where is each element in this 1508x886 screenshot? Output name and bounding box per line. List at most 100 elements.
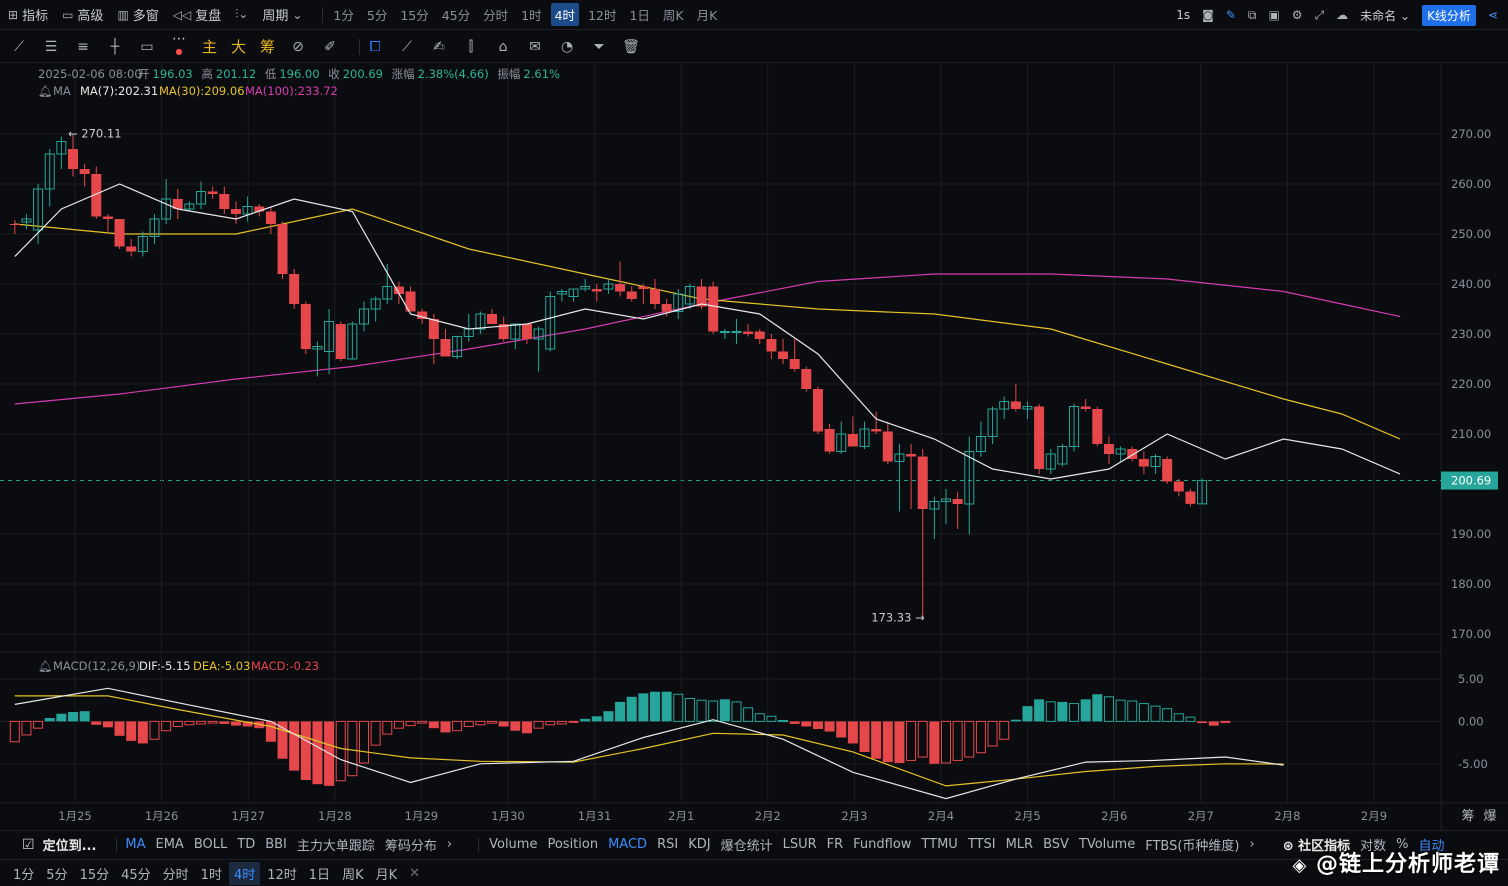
kline-analysis-button[interactable]: K线分析	[1422, 4, 1476, 26]
trendline-icon[interactable]: ⟋	[14, 38, 24, 55]
lock-icon[interactable]: ⌂	[498, 38, 508, 55]
chart-area[interactable]: 270.00 260.00 250.00 240.00 230.00 220.00 210.…	[0, 64, 1508, 830]
sub-indicator-12[interactable]: BSV	[1043, 837, 1069, 852]
kline-chart[interactable]: 270.00 260.00 250.00 240.00 230.00 220.00 210.…	[0, 64, 1508, 830]
timeframe-7[interactable]: 12时	[267, 867, 297, 883]
timeframe-4[interactable]: 分时	[162, 867, 189, 883]
interval-3[interactable]: 45分	[441, 8, 471, 23]
crosshair-line-icon[interactable]: ┼	[110, 38, 120, 55]
ruler-icon[interactable]: ⟋	[402, 38, 412, 55]
sub-indicator-13[interactable]: TVolume	[1078, 837, 1136, 852]
camera-icon[interactable]: ◙	[1202, 8, 1214, 22]
timeframe-2[interactable]: 15分	[79, 867, 110, 883]
macd-bar	[661, 691, 672, 722]
main-indicator-2[interactable]: BOLL	[193, 837, 228, 852]
liquidation-toggle[interactable]: 爆	[1483, 809, 1496, 824]
close-icon[interactable]: ✕	[409, 865, 421, 881]
note-icon[interactable]: ✉	[529, 38, 541, 55]
share-icon[interactable]: ⋖	[1487, 8, 1498, 22]
layout-name-dropdown[interactable]: 未命名 ⌄	[1360, 8, 1411, 23]
rectangle-icon[interactable]: ▭	[140, 38, 154, 55]
eraser-icon[interactable]: ✐	[324, 38, 336, 55]
chevron-right-icon[interactable]: ›	[1249, 837, 1255, 852]
interval-8[interactable]: 1日	[629, 8, 650, 23]
main-indicator-4[interactable]: BBI	[265, 837, 287, 852]
cloud-icon[interactable]: ☁	[1336, 8, 1349, 22]
timeframe-0[interactable]: 1分	[13, 867, 35, 883]
sub-indicator-8[interactable]: Fundflow	[853, 837, 912, 852]
timeframe-8[interactable]: 1日	[308, 867, 331, 883]
brush-icon[interactable]: ✍	[433, 38, 445, 55]
ma-bell-icon[interactable]: 🔔︎	[38, 84, 53, 98]
timeframe-5[interactable]: 1时	[200, 867, 222, 883]
popout-icon[interactable]: ⧉	[1247, 7, 1257, 22]
interval-4[interactable]: 分时	[483, 8, 509, 23]
replay-button[interactable]: ◁◁ 复盘	[172, 7, 222, 25]
advanced-button[interactable]: ▭ 高级	[62, 7, 104, 25]
sub-indicator-3[interactable]: RSI	[657, 837, 679, 852]
timeframe-3[interactable]: 45分	[121, 867, 151, 883]
macd-bar	[521, 721, 532, 734]
sub-indicator-11[interactable]: MLR	[1005, 837, 1034, 852]
locate-icon[interactable]: ☑	[22, 836, 35, 853]
main-indicator-0[interactable]: MA	[125, 837, 146, 852]
candle-tool-icon[interactable]: ⫿	[468, 38, 474, 55]
fullscreen-icon[interactable]: ⤢	[1314, 7, 1325, 22]
settings-icon[interactable]: ⚙	[1291, 8, 1303, 22]
interval-10[interactable]: 月K	[696, 8, 718, 23]
auto-scale-toggle[interactable]: 自动	[1418, 839, 1445, 854]
main-indicator-1[interactable]: EMA	[155, 837, 184, 852]
multi-window-button[interactable]: ▥ 多窗	[117, 7, 159, 25]
chart-style-icon[interactable]: ◔	[560, 38, 574, 55]
interval-6[interactable]: 4时	[550, 3, 580, 26]
sub-indicator-6[interactable]: LSUR	[782, 837, 817, 852]
interval-9[interactable]: 周K	[662, 8, 684, 23]
macd-bar	[1103, 696, 1114, 722]
fib-lines-icon[interactable]: ≡	[77, 38, 89, 55]
timeframe-10[interactable]: 月K	[375, 867, 398, 883]
main-indicator-6[interactable]: 筹码分布	[384, 839, 437, 854]
period-dropdown[interactable]: 周期 ⌄	[262, 7, 303, 25]
parallel-lines-icon[interactable]: ☰	[44, 38, 58, 55]
community-indicator-button[interactable]: ⊛ 社区指标	[1282, 839, 1351, 854]
interval-5[interactable]: 1时	[521, 8, 542, 23]
interval-1[interactable]: 5分	[366, 8, 388, 23]
trash-icon[interactable]: 🗑	[622, 38, 640, 55]
sub-indicator-4[interactable]: KDJ	[688, 837, 711, 852]
select-icon[interactable]: ⧠	[369, 38, 381, 55]
main-indicator-3[interactable]: TD	[237, 837, 256, 852]
pen-icon[interactable]: ✎	[1225, 8, 1236, 22]
interval-0[interactable]: 1分	[333, 8, 354, 23]
sub-indicator-10[interactable]: TTSI	[967, 837, 996, 852]
sub-indicator-14[interactable]: FTBS(币种维度)	[1145, 839, 1240, 854]
log-scale-toggle[interactable]: 对数	[1360, 839, 1387, 854]
indicator-button[interactable]: ⊞ 指标	[8, 7, 49, 25]
more-tools-icon[interactable]: ⋯●	[172, 30, 186, 56]
main-indicator-5[interactable]: 主力大单跟踪	[296, 839, 375, 854]
interval-7[interactable]: 12时	[588, 8, 617, 23]
refresh-rate[interactable]: 1s	[1176, 8, 1191, 22]
locate-button[interactable]: 定位到...	[42, 839, 97, 854]
sub-indicator-5[interactable]: 爆仓统计	[720, 839, 773, 854]
sub-indicator-1[interactable]: Position	[547, 837, 599, 852]
sub-indicator-0[interactable]: Volume	[489, 837, 538, 852]
percent-scale-toggle[interactable]: %	[1396, 837, 1409, 852]
image-icon[interactable]: ▣	[1268, 8, 1280, 22]
chip-distribution-toggle[interactable]: 筹	[1461, 808, 1474, 824]
macd-bell-icon[interactable]: 🔔︎	[38, 659, 53, 673]
sub-indicator-2[interactable]: MACD	[608, 837, 648, 852]
interval-2[interactable]: 15分	[400, 8, 429, 23]
timeframe-9[interactable]: 周K	[342, 867, 364, 883]
sub-indicator-9[interactable]: TTMU	[921, 837, 958, 852]
chevron-right-icon[interactable]: ›	[446, 837, 453, 852]
magnet-icon[interactable]: ⊘	[292, 38, 304, 55]
timeframe-6[interactable]: 4时	[228, 861, 261, 885]
main-force-tool[interactable]: 主	[202, 38, 218, 56]
chart-type-button[interactable]: ⫶⌄	[235, 7, 248, 22]
timeframe-1[interactable]: 5分	[46, 867, 68, 883]
chip-tool[interactable]: 筹	[260, 38, 276, 56]
filter-icon[interactable]: ⏷	[593, 38, 605, 55]
sub-indicator-7[interactable]: FR	[826, 837, 844, 852]
large-order-tool[interactable]: 大	[231, 38, 247, 56]
macd-bar	[894, 721, 905, 763]
